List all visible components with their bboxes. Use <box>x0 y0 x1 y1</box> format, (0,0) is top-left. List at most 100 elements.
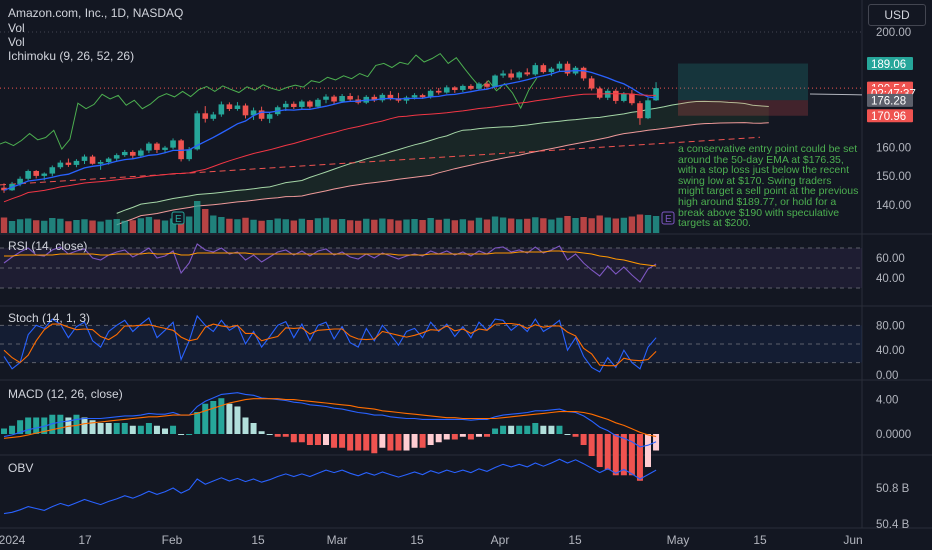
macd-histogram-bar <box>266 434 273 435</box>
macd-histogram-bar <box>1 428 7 434</box>
volume-bar <box>491 216 499 233</box>
macd-histogram-bar <box>89 420 96 434</box>
candle-body <box>186 149 192 160</box>
macd-histogram-bar <box>25 417 32 434</box>
volume-bar <box>24 218 32 233</box>
volume-bar <box>532 217 539 233</box>
candle-body <box>121 151 128 156</box>
macd-histogram-bar <box>347 434 354 451</box>
ema-fast-line <box>3 69 657 191</box>
candle-body <box>548 68 555 73</box>
macd-histogram-bar <box>435 434 442 443</box>
symbol-title[interactable]: Amazon.com, Inc., 1D, NASDAQ <box>8 6 184 20</box>
volume-bar <box>161 220 169 233</box>
volume-bar <box>274 218 281 233</box>
volume-bar <box>16 219 24 233</box>
macd-histogram-bar <box>604 434 611 470</box>
time-axis-label: Apr <box>491 533 510 547</box>
macd-histogram-bar <box>170 425 177 434</box>
candle-body <box>564 63 571 74</box>
time-axis-label: 15 <box>568 533 582 547</box>
volume-bar <box>242 217 249 233</box>
candle-body <box>226 104 233 109</box>
rsi-legend[interactable]: RSI (14, close) <box>8 239 88 253</box>
volume-bar <box>306 220 314 233</box>
stoch-axis-label: 0.00 <box>876 370 898 382</box>
price-badge <box>867 109 913 123</box>
candle-body <box>194 113 200 150</box>
macd-histogram-bar <box>628 434 635 476</box>
candle-body <box>443 87 450 93</box>
macd-legend[interactable]: MACD (12, 26, close) <box>8 387 123 401</box>
macd-histogram-bar <box>323 434 329 446</box>
volume-bar <box>580 217 587 233</box>
volume-bar <box>322 217 330 233</box>
macd-histogram-bar <box>226 403 233 434</box>
volume-legend-2[interactable]: Vol <box>8 35 25 49</box>
ichimoku-legend[interactable]: Ichimoku (9, 26, 52, 26) <box>8 49 135 63</box>
stoch-legend[interactable]: Stoch (14, 1, 3) <box>8 311 91 325</box>
candle-body <box>65 162 72 165</box>
candle-body <box>379 94 386 101</box>
rsi-axis-label: 60.00 <box>876 253 905 265</box>
volume-bar <box>290 220 297 233</box>
macd-histogram-bar <box>387 434 394 451</box>
candle-body <box>97 162 104 164</box>
time-axis-label: 2024 <box>0 533 26 547</box>
candle-body <box>218 104 225 115</box>
macd-histogram-bar <box>572 434 579 437</box>
volume-bar <box>145 217 153 233</box>
volume-bar <box>8 221 16 233</box>
candle-body <box>81 156 88 161</box>
candle-body <box>347 96 353 100</box>
candle-body <box>621 93 627 101</box>
macd-histogram-bar <box>57 414 64 434</box>
candle-body <box>653 88 659 101</box>
volume-bar <box>65 221 72 233</box>
macd-histogram-bar <box>137 425 144 434</box>
volume-bar <box>604 217 611 233</box>
macd-histogram-bar <box>65 417 72 434</box>
currency-button[interactable]: USD <box>868 4 926 26</box>
trade-annotation[interactable]: a conservative entry point could be set … <box>678 143 859 230</box>
macd-histogram-bar <box>121 422 128 434</box>
volume-bar <box>475 217 483 233</box>
candle-body <box>266 114 273 119</box>
macd-histogram-bar <box>427 434 434 446</box>
volume-bar <box>483 219 491 233</box>
obv-legend[interactable]: OBV <box>8 461 34 475</box>
candle-body <box>89 156 96 164</box>
volume-bar <box>507 218 515 233</box>
macd-histogram-bar <box>258 431 265 434</box>
macd-histogram-bar <box>564 434 571 435</box>
volume-bar <box>129 220 136 233</box>
macd-histogram-bar <box>234 406 241 434</box>
volume-bar <box>97 221 104 233</box>
macd-histogram-bar <box>548 425 555 434</box>
macd-histogram-bar <box>371 434 378 454</box>
macd-histogram-bar <box>194 411 201 434</box>
price-axis-label: 200.00 <box>876 27 911 39</box>
macd-histogram-bar <box>556 425 563 434</box>
time-axis-label: 17 <box>78 533 92 547</box>
candle-body <box>146 143 152 151</box>
time-axis-label: 15 <box>251 533 265 547</box>
macd-histogram-bar <box>290 434 297 443</box>
volume-bar <box>387 219 394 233</box>
volume-bar <box>258 220 265 233</box>
volume-bar <box>346 220 354 233</box>
volume-bar <box>153 219 161 233</box>
candle-body <box>210 114 217 119</box>
volume-bar <box>202 209 209 233</box>
candle-body <box>162 147 168 150</box>
macd-histogram-bar <box>153 425 160 434</box>
volume-bar <box>121 220 128 233</box>
earnings-marker-label: E <box>665 214 672 225</box>
volume-legend-1[interactable]: Vol <box>8 21 25 35</box>
earnings-marker <box>171 211 185 225</box>
volume-bar <box>499 217 507 233</box>
macd-histogram-bar <box>484 434 490 437</box>
price-badge-label: 176.28 <box>871 96 906 108</box>
candle-body <box>307 101 313 107</box>
